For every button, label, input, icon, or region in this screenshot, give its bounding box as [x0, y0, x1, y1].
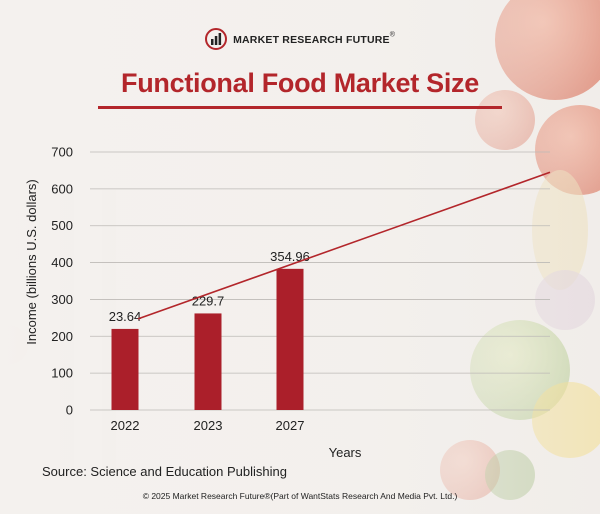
x-axis-ticks: 2022 2023 2027: [111, 418, 305, 433]
y-tick-label: 100: [51, 366, 73, 381]
bar-2023: [194, 313, 222, 410]
brand-name: MARKET RESEARCH FUTURE: [233, 34, 390, 46]
trend-line: [137, 171, 551, 320]
data-label: 23.64: [109, 309, 142, 324]
brand-registered-mark: ®: [389, 31, 395, 39]
bar-2027: [276, 268, 304, 410]
y-axis-ticks: 0 100 200 300 400 500 600 700: [51, 145, 73, 418]
y-tick-label: 600: [51, 181, 73, 196]
source-note: Source: Science and Education Publishing: [42, 464, 287, 479]
chart-title: Functional Food Market Size: [121, 68, 479, 98]
data-label: 354.96: [270, 249, 310, 264]
y-tick-label: 0: [66, 403, 73, 418]
y-tick-label: 500: [51, 218, 73, 233]
y-tick-label: 200: [51, 329, 73, 344]
bar-2022: [111, 328, 139, 410]
y-tick-label: 700: [51, 145, 73, 160]
market-research-future-logo-icon: [205, 28, 228, 50]
data-labels: 23.64 229.7 354.96: [109, 249, 310, 324]
data-label: 229.7: [192, 293, 225, 308]
y-tick-label: 300: [51, 292, 73, 307]
x-axis-label: Years: [329, 445, 362, 460]
bars: [111, 268, 304, 410]
title-underline: [98, 106, 502, 109]
x-tick-label: 2027: [276, 418, 305, 433]
copyright-note: © 2025 Market Research Future®(Part of W…: [142, 491, 458, 501]
x-tick-label: 2022: [111, 418, 140, 433]
x-tick-label: 2023: [194, 418, 223, 433]
y-tick-label: 400: [51, 255, 73, 270]
gridlines: [90, 151, 550, 411]
brand-header: MARKET RESEARCH FUTURE®: [0, 28, 600, 50]
y-axis-label: Income (billions U.S. dollars): [24, 179, 39, 344]
